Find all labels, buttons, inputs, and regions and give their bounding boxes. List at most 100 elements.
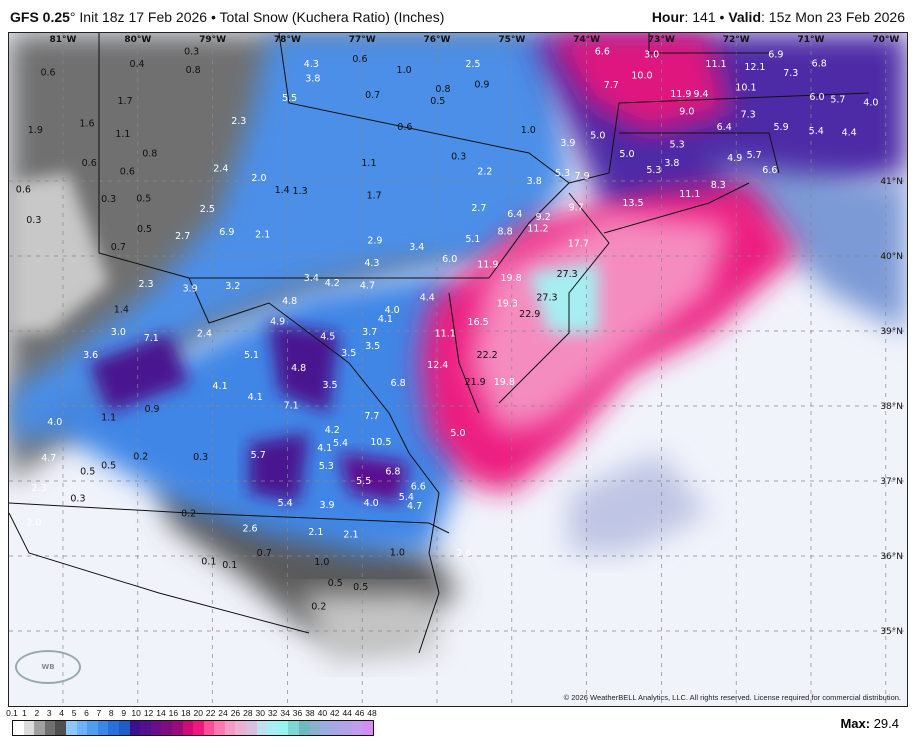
snow-amount-label: 11.1 — [435, 328, 456, 339]
colorbar-cell — [362, 721, 374, 735]
snow-amount-label: 0.2 — [133, 451, 148, 462]
snow-amount-label: 5.0 — [590, 130, 605, 141]
longitude-label: 78°W — [274, 35, 301, 45]
snow-amount-label: 0.3 — [451, 151, 466, 162]
snow-amount-label: 1.4 — [275, 185, 290, 196]
snow-amount-label: 0.2 — [311, 601, 326, 612]
snow-amount-label: 0.5 — [101, 460, 116, 471]
snow-amount-label: 0.6 — [40, 67, 55, 78]
snow-amount-label: 2.1 — [308, 527, 323, 538]
model-name: GFS 0.25 — [10, 9, 70, 25]
latitude-label: 35°N — [880, 627, 903, 637]
snow-amount-label: 4.4 — [420, 292, 435, 303]
snow-amount-label: 4.1 — [248, 392, 263, 403]
snowfall-map[interactable]: 81°W 80°W 79°W 78°W 77°W 76°W 75°W 74°W 73°W 72°W… — [8, 32, 908, 707]
snow-amount-label: 5.4 — [809, 126, 824, 137]
colorbar-cell — [193, 721, 204, 735]
snow-amount-label: 5.9 — [774, 122, 789, 133]
colorbar-cell — [352, 721, 363, 735]
latitude-label: 36°N — [880, 552, 903, 562]
colorbar-cell — [203, 721, 215, 735]
snow-amount-label: 7.1 — [284, 400, 299, 411]
colorbar-tick-label: 48 — [367, 708, 377, 718]
snow-amount-label: 9.4 — [693, 89, 708, 100]
longitude-label: 81°W — [50, 35, 77, 45]
snow-amount-label: 3.9 — [319, 500, 334, 511]
colorbar-tick-label: 7 — [96, 708, 102, 718]
snow-amount-label: 11.1 — [679, 189, 700, 200]
colorbar-tick-label: 20 — [193, 708, 203, 718]
snow-amount-label: 1.7 — [118, 96, 133, 107]
colorbar-tick-label: 4 — [59, 708, 65, 718]
colorbar-cell — [13, 721, 24, 735]
colorbar-tick-label: 1 — [22, 708, 27, 718]
snow-amount-label: 1.3 — [293, 186, 308, 197]
snow-amount-label: 4.3 — [304, 59, 319, 70]
snow-amount-label: 5.4 — [278, 498, 293, 509]
snow-amount-label: 6.0 — [809, 92, 824, 103]
snow-amount-label: 5.5 — [356, 476, 371, 487]
snow-amount-label: 7.3 — [741, 109, 756, 120]
snow-amount-label: 1.4 — [114, 304, 129, 315]
colorbar-tick-label: 2 — [34, 708, 40, 718]
snow-amount-label: 11.9 — [670, 89, 691, 100]
snow-amount-label: 5.3 — [319, 461, 334, 472]
snow-amount-label: 0.5 — [430, 96, 445, 107]
snow-amount-label: 1.0 — [390, 547, 405, 558]
snow-amount-label: 2.5 — [465, 59, 480, 70]
snow-amount-label: 0.8 — [435, 84, 450, 95]
valid-label: Valid — [728, 9, 761, 25]
snow-amount-label: 0.5 — [353, 582, 368, 593]
snow-amount-label: 5.3 — [555, 168, 570, 179]
snow-amount-label: 10.5 — [370, 437, 391, 448]
snow-amount-label: 27.3 — [536, 292, 557, 303]
snow-amount-label: 4.0 — [364, 498, 379, 509]
colorbar-cell — [330, 721, 342, 735]
colorbar-cell — [267, 721, 278, 735]
colorbar-cell — [150, 721, 162, 735]
colorbar-tick-label: 24 — [218, 708, 228, 718]
snow-amount-label: 1.6 — [79, 118, 94, 129]
longitude-label: 77°W — [349, 35, 376, 45]
colorbar-tick-label: 14 — [156, 708, 166, 718]
snow-amount-label: 5.0 — [450, 428, 465, 439]
snow-amount-label: 3.0 — [111, 327, 126, 338]
init-info: ° Init 18z 17 Feb 2026 • Total Snow (Kuc… — [69, 9, 445, 25]
snow-amount-label: 6.8 — [391, 378, 406, 389]
colorbar-tick-label: 38 — [305, 708, 315, 718]
snow-amount-label: 0.3 — [184, 46, 199, 57]
snow-amount-label: 2.7 — [471, 203, 486, 214]
colorbar-tick-label: 8 — [108, 708, 114, 718]
snow-amount-label: 0.6 — [352, 54, 367, 65]
snow-amount-label: 4.3 — [364, 258, 379, 269]
snow-amount-label: 4.4 — [842, 127, 857, 138]
snow-amount-label: 4.1 — [378, 314, 393, 325]
colorbar-tick-label: 9 — [121, 708, 127, 718]
snow-amount-label: 2.5 — [200, 204, 215, 215]
colorbar-tick-label: 6 — [84, 708, 89, 718]
snow-amount-label: 0.7 — [257, 548, 272, 559]
snow-amount-label: 1.1 — [115, 129, 130, 140]
latitude-label: 38°N — [880, 402, 903, 412]
snow-amount-label: 9.2 — [536, 212, 551, 223]
snow-amount-label: 4.0 — [385, 305, 400, 316]
hour-label: Hour — [651, 9, 685, 25]
snow-amount-label: 0.5 — [137, 224, 152, 235]
snow-amount-label: 3.9 — [560, 138, 575, 149]
colorbar-cell — [118, 721, 130, 735]
snow-amount-label: 2.3 — [138, 279, 153, 290]
colorbar-tick-label: 10 — [131, 708, 141, 718]
snow-amount-label: 0.6 — [16, 184, 31, 195]
snow-amount-label: 3.4 — [304, 273, 319, 284]
state-borders — [9, 33, 870, 654]
snow-amount-label: 12.4 — [427, 360, 448, 371]
snow-amount-label: 3.5 — [322, 380, 337, 391]
snow-amount-label: 6.4 — [717, 122, 732, 133]
snow-amount-label: 0.6 — [120, 166, 135, 177]
snow-amount-label: 4.1 — [213, 381, 228, 392]
snow-amount-label: 8.8 — [498, 226, 513, 237]
snow-shading — [9, 33, 907, 663]
snow-amount-label: 6.0 — [442, 254, 457, 265]
snow-amount-label: 2.1 — [343, 529, 358, 540]
snow-amount-label: 12.1 — [744, 62, 765, 73]
